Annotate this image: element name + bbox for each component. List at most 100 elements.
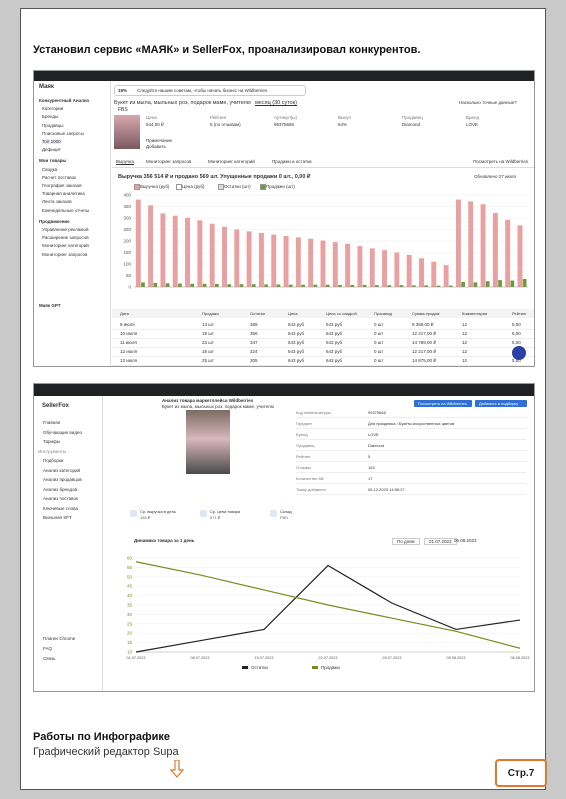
banner: 18% Следуйте нашим советам, чтобы начать… xyxy=(114,85,306,96)
mode[interactable]: По дням xyxy=(392,538,420,545)
header-cell: Комментарии xyxy=(462,311,488,316)
menu-item[interactable]: Анализ продавцов xyxy=(43,477,82,482)
y-tick-label: 15 xyxy=(127,640,133,645)
menu-item[interactable]: Еженедельные отчеты xyxy=(42,207,90,213)
menu-item[interactable]: Обучающие видео xyxy=(43,429,82,435)
cell: 0 шт xyxy=(374,340,384,345)
sales-bar xyxy=(190,283,195,287)
legend-label: Продажи (шт) xyxy=(266,183,295,189)
banner-pct: 18% xyxy=(118,88,128,93)
menu-item[interactable]: Мониторинг категорий xyxy=(42,243,89,249)
menu-item[interactable]: Продавцы xyxy=(42,122,64,128)
sales-bar xyxy=(375,285,379,287)
menu-item[interactable]: Внешняя SFT xyxy=(43,515,72,520)
bottom-item[interactable]: Плагин Chrome xyxy=(43,636,76,641)
field-value: LOVE xyxy=(466,122,479,127)
header-cell: Рейтинг xyxy=(512,311,527,316)
field-label: Код номенклатуры xyxy=(296,410,331,415)
legend-label: Остатки (шт) xyxy=(224,183,251,189)
header-cell: Цена со скидкой xyxy=(326,311,357,316)
menu-item[interactable]: Бренды xyxy=(42,114,59,120)
x-tick-label: 22.07.2023 xyxy=(318,656,337,660)
stats: Ср. выручка в день 156 ₽ Ср. цена товара 57… xyxy=(130,509,430,523)
menu-item[interactable]: Сводка xyxy=(42,166,58,172)
logo: Маяк xyxy=(39,84,54,90)
y-tick-label: 0 xyxy=(128,285,131,290)
cell: 0 шт xyxy=(374,349,384,354)
menu-item[interactable]: Тарифы xyxy=(43,439,61,444)
date-to[interactable]: 06.08.2023 xyxy=(454,538,477,543)
cell: 23 шт xyxy=(202,340,214,345)
page-number: Стр.7 xyxy=(495,759,547,787)
field-label: Бренд xyxy=(466,115,480,120)
field-value: 99375665 xyxy=(368,410,386,415)
menu-item[interactable]: Анализ брендов xyxy=(43,486,78,492)
menu-item[interactable]: Подборки xyxy=(43,458,64,463)
period: месяц (30 суток) xyxy=(255,100,297,106)
field-label: Товар добавлен xyxy=(296,487,326,492)
bottom-item[interactable]: FAQ xyxy=(43,646,53,651)
cell: 25 шт xyxy=(202,358,214,363)
wb-button[interactable]: Посмотреть на Wildberries xyxy=(414,400,472,407)
menu-item[interactable]: Поисковые запросы xyxy=(42,130,84,136)
menu-item[interactable]: Главная xyxy=(43,420,61,425)
tab[interactable]: Мониторинг категорий xyxy=(208,159,255,164)
menu-item[interactable]: Ключевые слова xyxy=(43,505,79,511)
sales-bar xyxy=(387,285,392,287)
tabs: Посмотреть на Wildberries Выручка Монитор… xyxy=(112,157,534,168)
revenue-bar xyxy=(295,237,301,287)
field-label: Количество КВ xyxy=(296,476,324,481)
add-button[interactable]: Добавить в подборку xyxy=(475,400,527,407)
menu-item[interactable]: География заказов xyxy=(42,183,82,188)
bottom-item[interactable]: Связь xyxy=(43,656,56,661)
y-tick-label: 300 xyxy=(123,216,131,221)
sales-bar xyxy=(350,284,355,287)
tab[interactable]: Выручка xyxy=(116,159,134,165)
menu-item[interactable]: Расширение запросов xyxy=(42,235,89,241)
legend-swatch xyxy=(176,184,182,190)
menu-item[interactable]: Мои товары xyxy=(39,158,67,164)
cell: 643 руб xyxy=(288,349,305,354)
sellerfox-screenshot: SellerFox Главная Обучающие видео Тарифы Инс… xyxy=(33,383,535,692)
revenue-bar xyxy=(369,248,375,287)
field-rule xyxy=(296,450,526,451)
sales-bar xyxy=(178,283,182,287)
wb-link[interactable]: Посмотреть на Wildberries xyxy=(473,159,528,164)
fields: Код номенклатуры 99375665 Предмет Для празд… xyxy=(296,410,526,500)
menu-item[interactable]: Категории xyxy=(42,106,64,112)
menu-item[interactable]: Топ 1000 xyxy=(42,139,61,144)
bar-chart: 0 50 100 150 200 250 300 350 400 xyxy=(123,193,528,290)
date-from[interactable]: 01.07.2023 xyxy=(424,538,457,545)
menu-item[interactable]: Расчет поставок xyxy=(42,174,77,180)
menu-item[interactable]: Продвижение xyxy=(39,218,70,224)
sales-bar xyxy=(338,284,342,287)
chat-button[interactable] xyxy=(512,346,526,360)
legend-swatch xyxy=(242,666,248,669)
gpt[interactable]: Маяк GPT xyxy=(39,303,61,308)
sales-bar xyxy=(202,283,207,287)
legend: Выручка (руб) Цена (руб) Остатки (шт) Прода… xyxy=(134,184,334,190)
sales-bar xyxy=(325,284,330,287)
cell: 643 руб xyxy=(288,331,305,336)
menu-item[interactable]: Мониторинг запросов xyxy=(42,251,88,257)
tab[interactable]: Мониторинг запросов xyxy=(146,159,192,164)
x-tick-label: 01.07.2023 xyxy=(126,656,145,660)
menu-item[interactable]: Анализ категорий xyxy=(43,467,81,473)
menu-item[interactable]: Анализ поставок xyxy=(43,496,78,501)
cell: 643 руб xyxy=(326,349,343,354)
table-row: 9 июля 13 шт 389 643 руб 643 руб 0 шт 8 359,00… xyxy=(112,320,534,330)
revenue-bar xyxy=(394,252,400,287)
sales-bar xyxy=(461,281,465,287)
tab[interactable]: Продажи и остатки xyxy=(272,159,312,164)
sidebar: SellerFox Главная Обучающие видео Тарифы Инс… xyxy=(34,396,103,691)
cell: 643 руб xyxy=(288,322,305,327)
menu-item[interactable]: Лента заказов xyxy=(42,199,72,205)
s-product-title: Букет из мыла, мыльных роз, подарок маме… xyxy=(162,404,274,409)
menu-item[interactable]: Конкурентный Анализ xyxy=(39,98,89,103)
menu-item[interactable]: Управление рекламой xyxy=(42,227,89,232)
cell: 324 xyxy=(250,349,258,354)
menu-item[interactable]: Товарная аналитика xyxy=(42,191,85,197)
menu-item[interactable]: Дефицит xyxy=(42,147,61,153)
field-label: Продавец xyxy=(402,115,423,120)
